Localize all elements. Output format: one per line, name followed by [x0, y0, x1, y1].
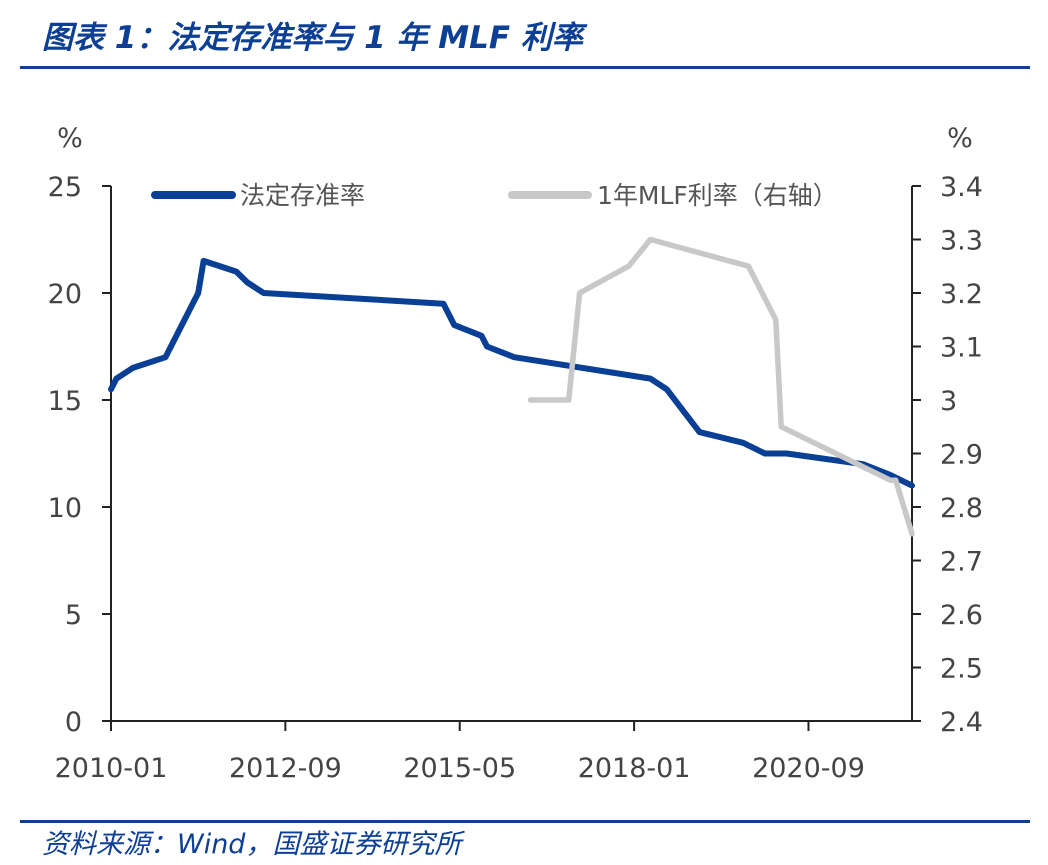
right-axis-tick-label: 3 [940, 386, 957, 417]
x-axis-tick-label: 2010-01 [55, 753, 168, 784]
legend-label-mlf: 1年MLF利率（右轴） [597, 181, 838, 210]
x-axis-tick-label: 2018-01 [578, 753, 691, 784]
x-axis-tick-label: 2015-05 [403, 753, 516, 784]
right-axis-tick-label: 2.7 [940, 547, 983, 578]
x-axis-tick-label: 2012-09 [229, 753, 342, 784]
legend-label-rrr: 法定存准率 [240, 181, 365, 210]
left-axis-tick-label: 5 [65, 600, 82, 631]
right-axis-tick-label: 2.6 [940, 600, 983, 631]
right-axis-tick-label: 3.1 [940, 333, 983, 364]
series-line-mlf [527, 236, 915, 537]
right-axis-tick-label: 2.4 [940, 707, 983, 738]
x-axis-tick-label: 2020-09 [752, 753, 865, 784]
left-axis-tick-label: 20 [48, 279, 82, 310]
right-axis-tick-label: 2.8 [940, 493, 983, 524]
right-axis-unit: % [947, 123, 973, 154]
right-axis-tick-label: 2.9 [940, 440, 983, 471]
left-axis-tick-label: 0 [65, 707, 82, 738]
right-axis-tick-label: 3.2 [940, 279, 983, 310]
left-axis-tick-label: 10 [48, 493, 82, 524]
source-divider [20, 820, 1030, 823]
right-axis-tick-label: 3.4 [940, 172, 983, 203]
source-note: 资料来源：Wind，国盛证券研究所 [42, 829, 462, 860]
left-axis-tick-label: 15 [48, 386, 82, 417]
chart-title: 图表 1：法定存准率与 1 年 MLF 利率 [42, 20, 583, 56]
right-axis-tick-label: 2.5 [940, 654, 983, 685]
left-axis-unit: % [57, 123, 83, 154]
series-line-rrr [108, 257, 915, 489]
right-axis-tick-label: 3.3 [940, 226, 983, 257]
title-divider [20, 66, 1030, 69]
left-axis-tick-label: 25 [48, 172, 82, 203]
